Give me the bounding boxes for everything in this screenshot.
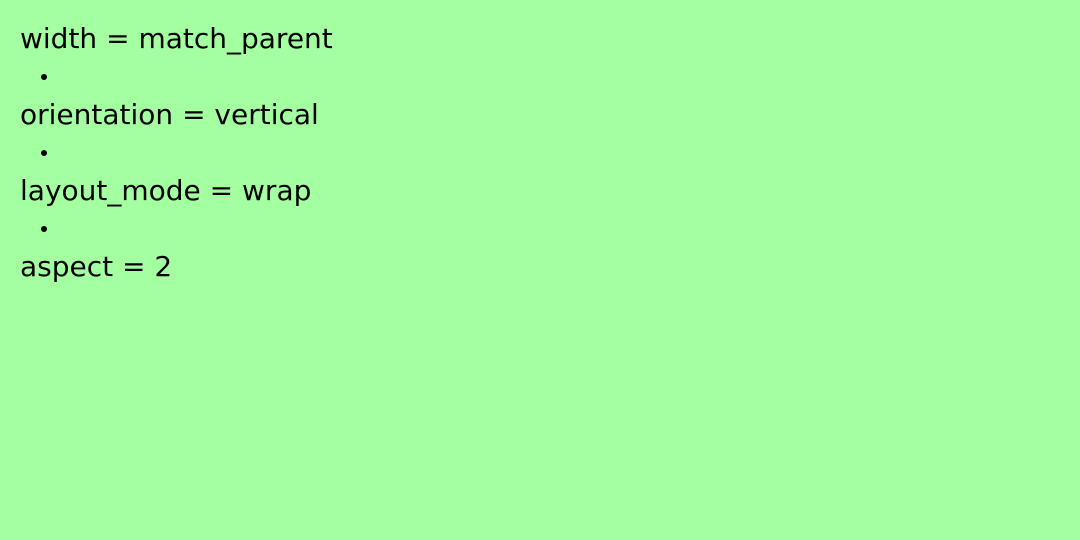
bullet-dot [41, 226, 47, 232]
property-aspect: aspect = 2 [20, 250, 173, 283]
bullet-dot [41, 74, 47, 80]
property-orientation: orientation = vertical [20, 98, 319, 131]
property-width: width = match_parent [20, 22, 333, 55]
property-layout-mode: layout_mode = wrap [20, 174, 312, 207]
bullet-dot [41, 150, 47, 156]
